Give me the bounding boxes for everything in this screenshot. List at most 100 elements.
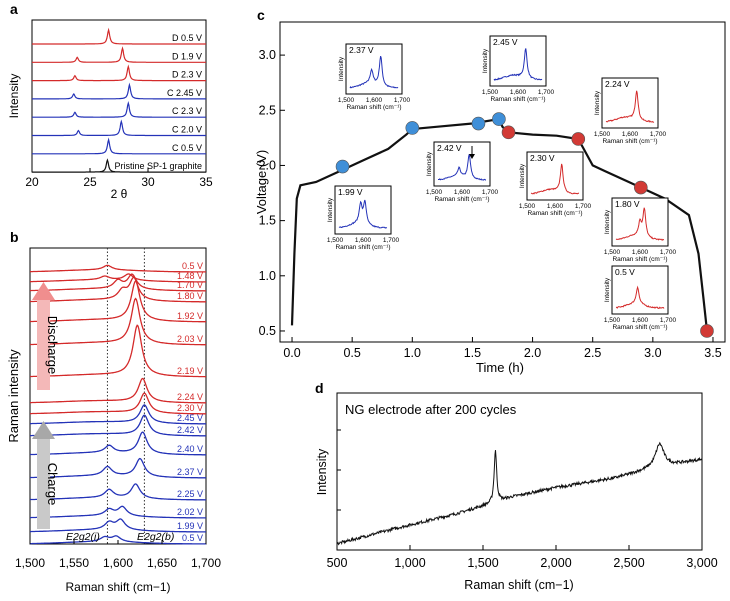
inset-tick-label: 1,500 (604, 249, 621, 256)
raman-trace-label: 2.30 V (177, 403, 203, 413)
xrd-trace (32, 64, 206, 82)
voltage-marker (571, 132, 586, 146)
raman-trace-label: 1.70 V (177, 280, 203, 290)
inset-frame (611, 197, 669, 247)
inset-tick-label: 1,600 (510, 89, 527, 96)
x-tick-label: 1,000 (394, 556, 425, 570)
inset-spectrum (615, 207, 665, 241)
inset-tick-label: 1,700 (660, 249, 677, 256)
raman-trace-label: 2.24 V (177, 392, 203, 402)
inset-ylabel: Intensity (604, 277, 611, 302)
inset-frame (526, 151, 584, 201)
inset-tick-label: 1,500 (338, 97, 355, 104)
inset-ylabel: Intensity (519, 163, 526, 188)
x-tick-label: 3.5 (704, 346, 721, 360)
x-tick-label: 1,500 (15, 556, 45, 570)
panel-a-ylabel: Intensity (7, 74, 21, 119)
inset-tick-label: 1,600 (632, 317, 649, 324)
x-tick-label: 1,600 (103, 556, 133, 570)
inset-spectrum (493, 48, 543, 81)
voltage-marker (700, 324, 714, 338)
xrd-trace (32, 158, 206, 173)
raman-trace-label: 1.99 V (177, 521, 203, 531)
x-tick-label: 3,000 (686, 556, 717, 570)
x-tick-label: 2,500 (613, 556, 644, 570)
inset-voltage-label: 2.24 V (605, 79, 630, 89)
panel-a: a D 0.5 V D 1.9 V D 2.3 V C 2.45 V C 2.3 V C … (7, 1, 213, 201)
y-tick-label: 3.0 (259, 48, 276, 62)
inset-xlabel: Raman shift (cm⁻¹) (612, 324, 667, 331)
raman-trace-label: 2.25 V (177, 489, 203, 499)
inset-tick-label: 1,600 (632, 249, 649, 256)
discharge-arrow-head (32, 282, 55, 300)
inset-frame (601, 77, 659, 129)
xrd-trace (32, 27, 206, 45)
panel-b-letter: b (10, 229, 19, 245)
voltage-marker (501, 125, 516, 140)
raman-trace (29, 457, 206, 479)
x-tick-label: 25 (83, 175, 97, 189)
xrd-trace-label: D 1.9 V (172, 51, 202, 61)
x-tick-label: 1,650 (147, 556, 177, 570)
raman-trace (30, 535, 206, 545)
inset-tick-label: 1,600 (547, 203, 564, 210)
panel-d-frame (336, 392, 703, 551)
y-tick-label: 0.5 (259, 324, 276, 338)
xrd-trace (32, 119, 206, 137)
xrd-trace-label: C 2.3 V (172, 106, 202, 116)
panel-b-xlabel: Raman shift (cm−1) (65, 580, 170, 594)
inset-spectrum (349, 55, 399, 89)
charge-label: Charge (45, 463, 60, 506)
raman-spectrum-d (336, 441, 703, 546)
raman-trace-label: 1.80 V (177, 291, 203, 301)
inset-arrow-head (469, 154, 475, 159)
panel-a-x-ticks: 20 25 30 35 (25, 168, 213, 189)
discharge-arrow-shaft (37, 298, 50, 390)
inset-tick-label: 1,500 (519, 203, 536, 210)
x-tick-label: 3.0 (644, 346, 661, 360)
panel-d-title: NG electrode after 200 cycles (345, 402, 517, 417)
inset-xlabel: Raman shift (cm⁻¹) (527, 210, 582, 217)
inset-tick-label: 1,700 (482, 189, 499, 196)
inset-tick-label: 1,500 (604, 317, 621, 324)
raman-trace-label: 2.19 V (177, 366, 203, 376)
raman-trace (30, 264, 206, 273)
raman-trace (30, 273, 206, 283)
panel-b-x-ticks: 1,500 1,550 1,600 1,650 1,700 (15, 540, 221, 570)
raman-trace (30, 392, 206, 415)
inset-tick-label: 1,500 (426, 189, 443, 196)
raman-trace-label: 2.02 V (177, 507, 203, 517)
charge-arrow-head (32, 421, 55, 439)
panel-c: c 0.0 0.5 1.0 1.5 2.0 2.5 3.0 3.5 0.5 1.0 1.5 2.0 2.… (254, 7, 726, 375)
inset-tick-label: 1,600 (366, 97, 383, 104)
xrd-trace-label: D 0.5 V (172, 33, 202, 43)
voltage-marker (471, 116, 486, 131)
raman-trace (30, 297, 206, 346)
y-tick-label: 2.0 (259, 158, 276, 172)
x-tick-label: 500 (327, 556, 348, 570)
voltage-marker (405, 121, 420, 135)
raman-trace (30, 324, 206, 378)
inset-frame (489, 35, 547, 87)
inset-ylabel: Intensity (327, 197, 334, 222)
inset-voltage-label: 2.30 V (530, 153, 555, 163)
raman-trace-label: 0.5 V (182, 533, 203, 543)
xrd-trace-label: Pristine SP-1 graphite (114, 161, 202, 171)
x-tick-label: 2,000 (540, 556, 571, 570)
raman-trace-label: 2.42 V (177, 425, 203, 435)
x-tick-label: 2.0 (524, 346, 541, 360)
inset-ylabel: Intensity (604, 209, 611, 234)
charge-arrow: Charge (32, 421, 60, 529)
x-tick-label: 30 (141, 175, 155, 189)
panel-d-xlabel: Raman shift (cm−1) (464, 578, 573, 592)
xrd-trace-label: D 2.3 V (172, 70, 202, 80)
raman-trace-label: 2.40 V (177, 444, 203, 454)
inset-ylabel: Intensity (594, 90, 601, 115)
inset-voltage-label: 2.45 V (493, 37, 518, 47)
inset-tick-label: 1,500 (327, 237, 344, 244)
raman-trace (30, 414, 206, 437)
inset-voltage-label: 2.42 V (437, 143, 462, 153)
